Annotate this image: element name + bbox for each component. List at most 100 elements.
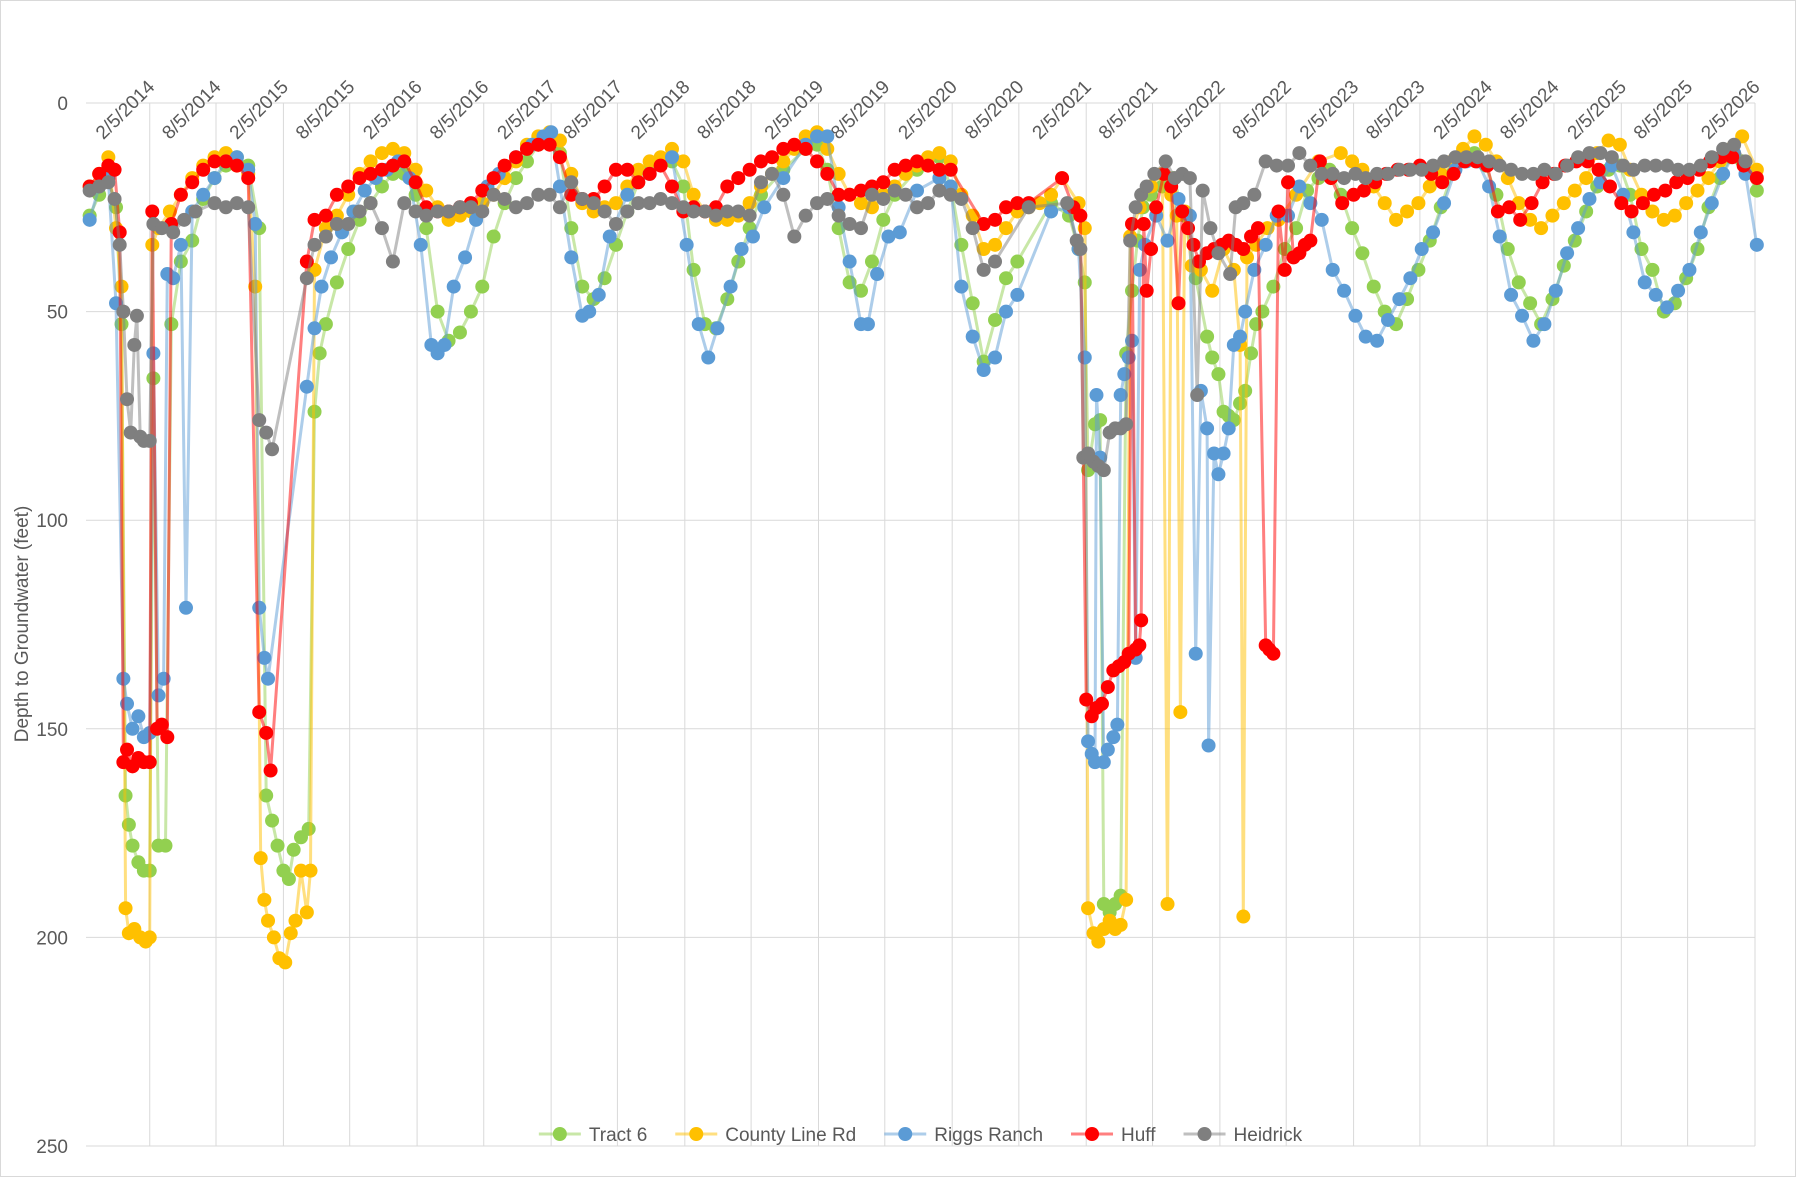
data-point (329, 275, 344, 290)
data-point (385, 254, 400, 269)
data-point (166, 225, 181, 240)
data-point (887, 183, 902, 198)
data-point (1100, 742, 1115, 757)
data-point (252, 413, 267, 428)
y-tick-label: 50 (47, 303, 68, 324)
data-point (374, 162, 389, 177)
data-point (1081, 734, 1096, 749)
data-point (1117, 367, 1132, 382)
data-point (1281, 158, 1296, 173)
data-point (820, 129, 835, 144)
data-point (798, 141, 813, 156)
data-point (853, 221, 868, 236)
data-point (458, 250, 473, 265)
data-point (259, 788, 274, 803)
legend-label: County Line Rd (725, 1125, 856, 1146)
data-point (151, 688, 166, 703)
data-point (1255, 304, 1270, 319)
data-point (452, 325, 467, 340)
data-point (1119, 892, 1134, 907)
data-point (1314, 166, 1329, 181)
data-point (631, 175, 646, 190)
data-point (1281, 175, 1296, 190)
legend-label: Heidrick (1234, 1125, 1303, 1146)
data-point (1604, 150, 1619, 165)
data-point (776, 187, 791, 202)
data-point (142, 433, 157, 448)
data-point (631, 196, 646, 211)
data-point (582, 304, 597, 319)
data-point (218, 200, 233, 215)
y-tick-label: 200 (36, 928, 68, 949)
data-point (870, 267, 885, 282)
data-point (1470, 150, 1485, 165)
data-point (776, 141, 791, 156)
data-point (999, 271, 1014, 286)
data-point (1426, 158, 1441, 173)
data-point (620, 162, 635, 177)
data-point (1646, 187, 1661, 202)
data-point (1205, 283, 1220, 298)
data-point (734, 242, 749, 257)
data-point (999, 221, 1014, 236)
data-point (842, 187, 857, 202)
data-point (620, 187, 635, 202)
data-point (318, 317, 333, 332)
data-point (397, 196, 412, 211)
data-point (1236, 196, 1251, 211)
data-point (653, 158, 668, 173)
data-point (1325, 262, 1340, 277)
data-point (1704, 150, 1719, 165)
data-point (631, 162, 646, 177)
data-point (921, 158, 936, 173)
data-point (531, 137, 546, 152)
data-point (253, 851, 268, 866)
data-point (1201, 738, 1216, 753)
data-point (1333, 146, 1348, 161)
data-point (363, 196, 378, 211)
data-point (898, 158, 913, 173)
data-point (329, 216, 344, 231)
data-point (374, 221, 389, 236)
data-point (820, 191, 835, 206)
data-point (1478, 137, 1493, 152)
data-point (261, 671, 276, 686)
data-point (112, 237, 127, 252)
data-point (1236, 909, 1251, 924)
data-point (446, 279, 461, 294)
data-point (1614, 196, 1629, 211)
data-point (463, 200, 478, 215)
data-point (1136, 216, 1151, 231)
data-point (1190, 388, 1205, 403)
data-point (602, 229, 617, 244)
data-point (441, 204, 456, 219)
data-point (463, 304, 478, 319)
data-point (1089, 388, 1104, 403)
data-point (1269, 158, 1284, 173)
data-point (864, 254, 879, 269)
data-point (118, 901, 133, 916)
data-point (943, 187, 958, 202)
data-point (1426, 225, 1441, 240)
data-point (988, 237, 1003, 252)
data-point (1571, 150, 1586, 165)
data-point (299, 271, 314, 286)
data-point (1337, 283, 1352, 298)
data-point (218, 154, 233, 169)
data-point (831, 208, 846, 223)
data-point (127, 337, 142, 352)
data-point (259, 725, 274, 740)
data-point (1414, 242, 1429, 257)
data-point (1175, 204, 1190, 219)
data-point (921, 196, 936, 211)
data-point (475, 279, 490, 294)
data-point (1160, 897, 1175, 912)
data-point (486, 229, 501, 244)
data-point (1448, 150, 1463, 165)
series (82, 137, 1753, 478)
data-point (1345, 154, 1360, 169)
data-point (1233, 329, 1248, 344)
data-point (1749, 171, 1764, 186)
data-point (742, 162, 757, 177)
data-point (564, 175, 579, 190)
